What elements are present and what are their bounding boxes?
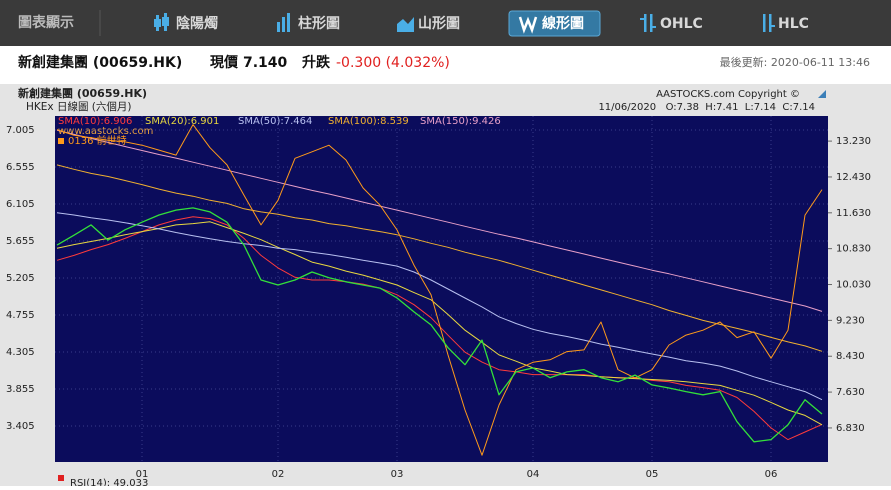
y-tick-label: 3.405 [6,421,35,432]
icon [640,18,644,20]
quote: 11/06/2020 O:7.38 H:7.41 L:7.14 C:7.14 [598,102,815,113]
icon [162,17,169,26]
tab[interactable]: 線形圖 [542,15,584,32]
y-tick-label: 6.555 [6,162,35,173]
legend-entry: SMA(50):7.464 [238,116,312,127]
chart-title: 新創建集團 (00659.HK) [18,86,147,100]
legend-swatch [58,138,64,144]
toolbar-label: 圖表顯示 [18,14,74,31]
y-tick-label: 5.205 [6,273,35,284]
icon [644,14,647,32]
tab[interactable]: 陰陽燭 [176,15,218,32]
plot-area [55,116,828,462]
x-tick-label: 06 [765,469,778,480]
rsi-marker [58,475,64,481]
legend-entry: 0136 前世特 [68,134,127,147]
icon [282,17,285,32]
y2-tick-label: 11.630 [836,208,871,219]
icon [652,26,656,28]
series-line [56,129,823,312]
y-tick-label: 4.305 [6,347,35,358]
icon [287,13,290,32]
y2-tick-label: 10.030 [836,280,871,291]
series-line [56,164,823,352]
y2-tick-label: 7.630 [836,387,865,398]
tab[interactable]: 柱形圖 [298,15,340,32]
x-tick-label: 02 [272,469,285,480]
y-tick-label: 4.755 [6,310,35,321]
y2-tick-label: 13.230 [836,136,871,147]
icon [154,19,161,27]
legend-entry: SMA(150):9.426 [420,116,501,127]
series-line [56,124,823,456]
x-tick-label: 04 [527,469,540,480]
icon [650,14,653,32]
y-tick-label: 3.855 [6,384,35,395]
series-line [56,212,823,401]
legend-entry: SMA(10):6.906 [58,116,132,127]
tab[interactable]: OHLC [660,16,703,32]
price: 7.140 [243,55,288,71]
watermark: www.aastocks.com [58,126,153,137]
icon [397,17,414,32]
last-updated: 最後更新: 2020-06-11 13:46 [720,55,870,69]
icon [769,14,772,32]
y2-tick-label: 12.430 [836,172,871,183]
stock-name: 新創建集團 (00659.HK) [18,54,182,71]
tab-icons [154,13,775,34]
y-tick-label: 7.005 [6,125,35,136]
chart-subtitle: HKEx 日線圖 (六個月) [26,100,132,113]
series-line [56,207,823,443]
price-label: 現價 [210,54,239,71]
x-tick-label: 01 [136,469,149,480]
tabs: 陰陽燭 柱形圖 山形圖 線形圖 OHLC HLC [176,15,809,32]
change-label: 升跌 [302,54,331,71]
y-tick-label: 6.105 [6,199,35,210]
y2-tick-label: 10.830 [836,244,871,255]
footer: RSI(14): 49.033 [70,478,148,486]
y2-tick-label: 9.230 [836,315,865,326]
x-tick-label: 03 [391,469,404,480]
y-tick-label: 5.655 [6,236,35,247]
y2-tick-label: 6.830 [836,423,865,434]
series-line [56,221,823,426]
legend-entry: SMA(100):8.539 [328,116,409,127]
toolbar [0,0,891,46]
icon [771,25,775,27]
copyright: AASTOCKS.com Copyright © [656,89,800,100]
x-tick-label: 05 [646,469,659,480]
legend-entry: SMA(20):6.901 [145,116,219,127]
y2-tick-label: 8.430 [836,351,865,362]
change: -0.300 (4.032%) [336,55,450,71]
tab[interactable]: HLC [778,16,809,32]
icon [518,16,538,34]
tab[interactable]: 山形圖 [418,15,460,32]
logo [818,90,826,98]
icon [277,22,280,32]
icon [763,14,766,32]
